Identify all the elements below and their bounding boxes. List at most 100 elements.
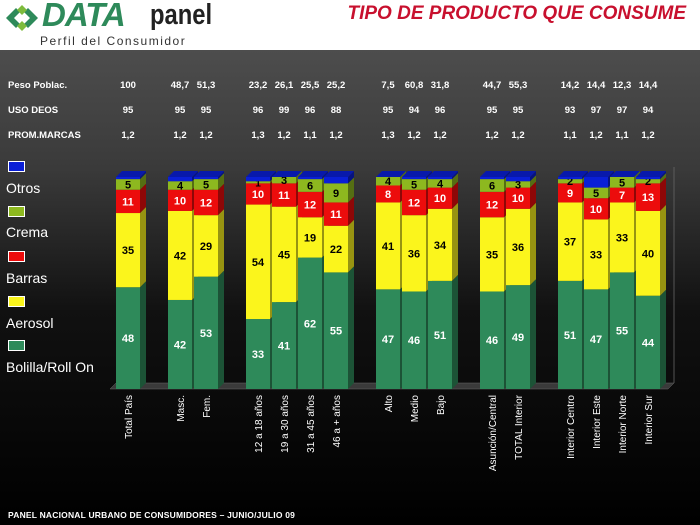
stat-value-prom: 1,2 bbox=[641, 130, 654, 141]
bar-side-8-4 bbox=[426, 171, 432, 180]
stat-value-uso: 99 bbox=[279, 105, 290, 116]
bar-side-9-3 bbox=[452, 173, 458, 188]
bar-side-12-4 bbox=[582, 171, 588, 180]
bar-label-1-1: 42 bbox=[174, 250, 186, 262]
bar-31 a 45 años-Otros bbox=[298, 177, 322, 180]
bar-side-2-3 bbox=[218, 173, 224, 190]
bar-Total País-Otros bbox=[116, 177, 140, 180]
stat-value-uso: 95 bbox=[383, 105, 394, 116]
stat-value-prom: 1,2 bbox=[173, 130, 186, 141]
bar-side-9-4 bbox=[452, 171, 458, 180]
bar-label-1-2: 10 bbox=[174, 195, 186, 207]
bar-label-11-2: 10 bbox=[512, 193, 524, 205]
bar-Interior Sur-Otros bbox=[636, 177, 660, 180]
legend-label-barras: Barras bbox=[6, 270, 48, 286]
stat-value-uso: 97 bbox=[617, 105, 628, 116]
page-title: TIPO DE PRODUCTO QUE CONSUME bbox=[347, 3, 686, 24]
bar-TOTAL Interior-Otros bbox=[506, 177, 530, 182]
bar-side-2-0 bbox=[218, 270, 224, 389]
bar-side-11-3 bbox=[530, 175, 536, 188]
bar-label-10-3: 6 bbox=[489, 180, 495, 192]
bar-label-8-1: 36 bbox=[408, 248, 420, 260]
bar-label-0-1: 35 bbox=[122, 245, 134, 257]
bar-Fem.-Aerosol bbox=[194, 215, 218, 277]
logo-panel-text: panel bbox=[150, 0, 213, 31]
bar-Interior Este-Crema bbox=[584, 187, 608, 199]
stat-value-peso: 12,3 bbox=[613, 80, 632, 91]
bar-side-9-0 bbox=[452, 274, 458, 389]
bar-Medio-Crema bbox=[402, 179, 426, 190]
bar-label-12-2: 9 bbox=[567, 188, 573, 200]
bar-12 a 18 años-Otros bbox=[246, 177, 270, 182]
bar-label-13-3: 5 bbox=[593, 188, 599, 200]
category-label: Interior Sur bbox=[644, 394, 655, 444]
stat-value-peso: 55,3 bbox=[509, 80, 528, 91]
bar-Asunción/Central-Bolilla/Roll On bbox=[480, 291, 504, 389]
bar-label-15-1: 40 bbox=[642, 248, 654, 260]
stat-value-peso: 14,2 bbox=[561, 80, 580, 91]
bar-label-8-0: 46 bbox=[408, 335, 420, 347]
logo-data-text: DATA bbox=[42, 0, 126, 33]
stat-value-prom: 1,2 bbox=[589, 130, 602, 141]
bar-Interior Norte-Bolilla/Roll On bbox=[610, 272, 634, 389]
legend-swatch-barras bbox=[8, 251, 25, 262]
stat-value-peso: 48,7 bbox=[171, 80, 190, 91]
bar-label-13-1: 33 bbox=[590, 249, 602, 261]
bar-top-7 bbox=[376, 171, 406, 177]
stat-value-peso: 14,4 bbox=[587, 80, 606, 91]
bar-Interior Norte-Barras bbox=[610, 187, 634, 203]
bar-label-2-1: 29 bbox=[200, 241, 212, 253]
bar-label-6-3: 9 bbox=[333, 188, 339, 200]
stat-value-uso: 97 bbox=[591, 105, 602, 116]
bar-Interior Centro-Crema bbox=[558, 179, 582, 184]
bar-Bajo-Aerosol bbox=[428, 208, 452, 281]
bar-Asunción/Central-Barras bbox=[480, 191, 504, 218]
bar-side-6-1 bbox=[348, 219, 354, 273]
stat-value-prom: 1,3 bbox=[381, 130, 394, 141]
bar-side-11-4 bbox=[530, 171, 536, 182]
bar-label-12-3: 2 bbox=[567, 176, 573, 188]
stat-value-peso: 25,2 bbox=[327, 80, 346, 91]
bar-label-14-2: 7 bbox=[619, 190, 625, 202]
bar-Interior Centro-Aerosol bbox=[558, 202, 582, 281]
bar-Fem.-Barras bbox=[194, 189, 218, 216]
bar-side-10-4 bbox=[504, 171, 510, 180]
bar-side-0-3 bbox=[140, 173, 146, 190]
stat-value-prom: 1,1 bbox=[563, 130, 577, 141]
stat-value-uso: 95 bbox=[123, 105, 134, 116]
category-label: Bajo bbox=[436, 395, 447, 415]
bar-Alto-Barras bbox=[376, 185, 400, 203]
category-label: Alto bbox=[384, 395, 395, 413]
bar-label-2-0: 53 bbox=[200, 328, 212, 340]
bar-Interior Sur-Crema bbox=[636, 179, 660, 184]
bar-TOTAL Interior-Aerosol bbox=[506, 208, 530, 286]
bar-label-11-3: 3 bbox=[515, 179, 521, 191]
bar-Medio-Barras bbox=[402, 189, 426, 216]
bar-19 a 30 años-Bolilla/Roll On bbox=[272, 302, 296, 389]
bar-TOTAL Interior-Bolilla/Roll On bbox=[506, 285, 530, 389]
bar-31 a 45 años-Aerosol bbox=[298, 217, 322, 258]
stat-value-uso: 94 bbox=[409, 105, 420, 116]
stat-value-uso: 95 bbox=[201, 105, 212, 116]
bar-Interior Centro-Otros bbox=[558, 177, 582, 180]
bar-Masc.-Otros bbox=[168, 177, 192, 182]
stat-value-peso: 7,5 bbox=[381, 80, 395, 91]
bar-top-1 bbox=[168, 171, 198, 177]
bar-label-3-3: 1 bbox=[255, 178, 261, 189]
logo-icon bbox=[6, 5, 38, 31]
bar-label-15-2: 13 bbox=[642, 192, 654, 204]
bar-label-12-0: 51 bbox=[564, 330, 576, 342]
stat-value-peso: 14,4 bbox=[639, 80, 658, 91]
bar-12 a 18 años-Bolilla/Roll On bbox=[246, 319, 270, 389]
bar-label-8-3: 5 bbox=[411, 179, 417, 191]
bar-label-14-1: 33 bbox=[616, 232, 628, 244]
bar-Masc.-Aerosol bbox=[168, 210, 192, 300]
bar-31 a 45 años-Crema bbox=[298, 179, 322, 192]
stat-value-uso: 94 bbox=[643, 105, 654, 116]
bar-top-5 bbox=[298, 171, 328, 177]
bar-side-11-1 bbox=[530, 202, 536, 286]
bar-label-14-0: 55 bbox=[616, 326, 628, 338]
bar-label-10-2: 12 bbox=[486, 200, 498, 212]
bar-Alto-Bolilla/Roll On bbox=[376, 289, 400, 389]
bar-label-8-2: 12 bbox=[408, 197, 420, 209]
